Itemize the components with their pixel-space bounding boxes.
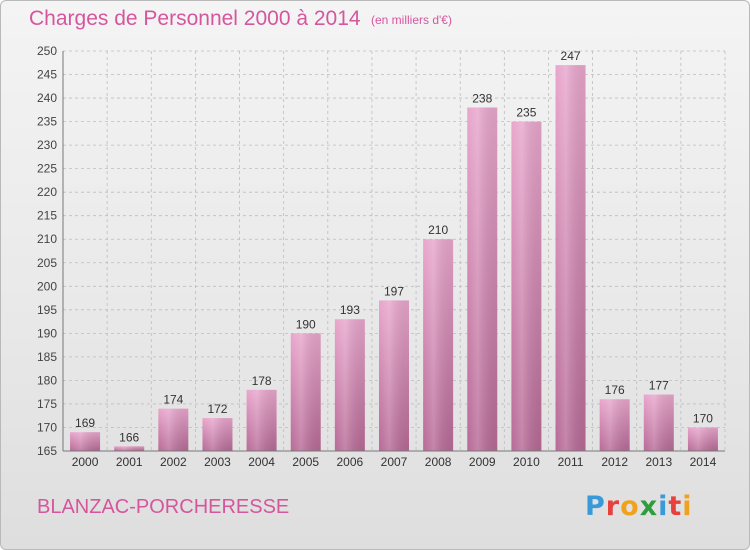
x-tick-label: 2003	[204, 455, 231, 469]
logo-letter: P	[585, 491, 606, 522]
proxiti-logo: Proxiti	[585, 491, 693, 522]
bar-value-label: 193	[340, 303, 360, 317]
bar-highlight	[467, 107, 498, 452]
bar-value-label: 197	[384, 284, 404, 298]
y-tick-label: 195	[37, 303, 57, 317]
y-tick-label: 165	[37, 444, 57, 458]
y-tick-label: 250	[37, 44, 57, 58]
chart-title: Charges de Personnel 2000 à 2014	[29, 7, 361, 30]
x-tick-label: 2012	[601, 455, 628, 469]
x-tick-label: 2005	[292, 455, 319, 469]
y-tick-label: 235	[37, 115, 57, 129]
bar-highlight	[114, 446, 145, 451]
x-tick-label: 2013	[645, 455, 672, 469]
bar-highlight	[643, 394, 674, 451]
y-tick-label: 190	[37, 326, 57, 340]
y-tick-label: 230	[37, 138, 57, 152]
x-tick-label: 2000	[72, 455, 99, 469]
bar-highlight	[687, 427, 718, 451]
logo-letter: r	[605, 491, 621, 522]
bar-value-label: 174	[163, 393, 183, 407]
bar-value-label: 172	[207, 402, 227, 416]
bar-value-label: 190	[296, 317, 316, 331]
bar-value-label: 166	[119, 430, 139, 444]
bar-highlight	[511, 121, 542, 452]
bar-highlight	[70, 432, 101, 451]
bar-highlight	[555, 65, 586, 451]
bar-value-label: 170	[693, 411, 713, 425]
bar-highlight	[290, 333, 321, 451]
bar-highlight	[158, 408, 189, 451]
bar-value-label: 176	[605, 383, 625, 397]
y-tick-label: 210	[37, 232, 57, 246]
bar-value-label: 210	[428, 223, 448, 237]
commune-name: BLANZAC-PORCHERESSE	[37, 496, 290, 518]
bar-highlight	[379, 300, 409, 451]
logo-letter: t	[668, 491, 683, 522]
bar-value-label: 235	[516, 106, 536, 120]
y-tick-label: 200	[37, 279, 57, 293]
x-tick-label: 2004	[248, 455, 275, 469]
y-tick-label: 175	[37, 397, 57, 411]
x-tick-label: 2007	[381, 455, 408, 469]
x-tick-label: 2010	[513, 455, 540, 469]
bar-highlight	[599, 399, 630, 451]
bar-highlight	[334, 319, 365, 451]
bar-value-label: 169	[75, 416, 95, 430]
bar-value-label: 177	[649, 379, 669, 393]
y-tick-label: 180	[37, 373, 57, 387]
bar-value-label: 178	[252, 374, 272, 388]
y-tick-label: 225	[37, 162, 57, 176]
logo-letter: x	[639, 491, 659, 522]
chart-unit: (en milliers d'€)	[371, 13, 452, 27]
x-tick-label: 2001	[116, 455, 143, 469]
bar-value-label: 247	[561, 49, 581, 63]
bar-highlight	[202, 418, 233, 451]
bar-highlight	[246, 389, 277, 451]
y-tick-label: 185	[37, 350, 57, 364]
logo-letter: i	[682, 491, 693, 522]
bar-value-label: 238	[472, 91, 492, 105]
x-tick-label: 2006	[337, 455, 364, 469]
y-tick-label: 240	[37, 91, 57, 105]
y-tick-label: 205	[37, 256, 57, 270]
y-tick-label: 170	[37, 420, 57, 434]
logo-letter: i	[658, 491, 669, 522]
bar-highlight	[423, 239, 454, 451]
logo-letter: o	[620, 491, 640, 522]
x-tick-label: 2014	[690, 455, 717, 469]
x-tick-label: 2008	[425, 455, 452, 469]
y-tick-label: 220	[37, 185, 57, 199]
x-tick-label: 2011	[558, 455, 584, 469]
x-tick-label: 2002	[160, 455, 187, 469]
y-tick-label: 245	[37, 68, 57, 82]
y-tick-label: 215	[37, 209, 57, 223]
x-tick-label: 2009	[469, 455, 496, 469]
